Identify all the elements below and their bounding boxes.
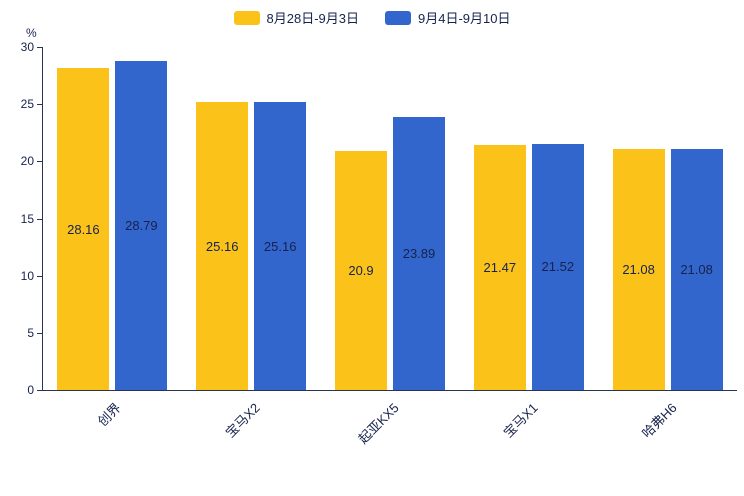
x-axis-category-label: 宝马X2 (222, 400, 263, 441)
x-axis-category-label: 宝马X1 (500, 400, 541, 441)
bar-series-1: 28.79 (115, 60, 168, 390)
bar-series-1: 21.52 (531, 143, 584, 390)
y-axis-unit-label: % (26, 26, 37, 40)
x-axis-category-label: 起亚KX5 (355, 400, 402, 447)
chart-legend: 8月28日-9月3日 9月4日-9月10日 (0, 8, 744, 27)
x-axis-category-label: 哈弗H6 (638, 400, 680, 441)
bar-group: 21.47 21.52 (473, 47, 584, 390)
legend-item[interactable]: 9月4日-9月10日 (385, 8, 510, 27)
y-axis-tick-label: 0 (27, 383, 34, 397)
bar-value-label: 20.9 (348, 263, 374, 279)
bar-series-0: 25.16 (196, 102, 249, 390)
bar-value-label: 25.16 (263, 238, 297, 254)
bar-series-0: 28.16 (57, 68, 110, 390)
y-axis-tick-mark (37, 161, 42, 163)
bar-value-label: 21.08 (622, 262, 655, 277)
bar-series-0: 21.08 (612, 149, 665, 390)
legend-item[interactable]: 8月28日-9月3日 (233, 8, 359, 27)
y-axis-tick-label: 25 (20, 97, 34, 112)
bar-group: 20.9 23.89 (335, 47, 445, 390)
bar-series-0: 21.47 (473, 144, 526, 390)
bar-value-label: 21.47 (483, 259, 517, 275)
bar-value-label: 23.89 (402, 245, 436, 261)
bar-value-label: 25.16 (205, 238, 239, 254)
bar-value-label: 21.52 (541, 259, 575, 275)
y-axis-tick-label: 10 (20, 268, 34, 283)
bar-group: 28.16 28.79 (57, 47, 168, 390)
y-axis-tick-label: 20 (20, 154, 34, 169)
x-axis-category-label: 创界 (95, 400, 125, 430)
y-axis-tick-label: 30 (20, 40, 34, 54)
legend-label: 9月4日-9月10日 (418, 11, 511, 26)
bar-value-label: 28.16 (67, 221, 100, 237)
legend-swatch-icon (385, 10, 411, 25)
y-axis-tick-mark (37, 275, 42, 277)
bar-group: 21.08 21.08 (612, 47, 723, 390)
legend-label: 8月28日-9月3日 (266, 11, 359, 26)
bar-value-label: 21.08 (680, 262, 713, 277)
bar-series-1: 25.16 (254, 102, 307, 390)
bar-group: 25.16 25.16 (196, 47, 307, 390)
bar-value-label: 28.79 (125, 217, 158, 233)
y-axis-tick-label: 15 (20, 211, 34, 226)
y-axis-tick-mark (37, 47, 42, 48)
bar-series-1: 23.89 (393, 116, 445, 390)
legend-swatch-icon (233, 10, 260, 25)
y-axis-tick-mark (37, 390, 42, 391)
y-axis-tick-mark (37, 218, 42, 220)
bar-series-0: 20.9 (335, 151, 387, 390)
plot-area: 28.16 28.79 25.16 25.16 20.9 23.89 21.47 21.52 2… (42, 47, 737, 391)
y-axis-tick-mark (37, 332, 42, 334)
bar-series-1: 21.08 (670, 149, 723, 390)
y-axis-tick-mark (37, 104, 42, 106)
y-axis-tick-label: 5 (27, 325, 34, 340)
